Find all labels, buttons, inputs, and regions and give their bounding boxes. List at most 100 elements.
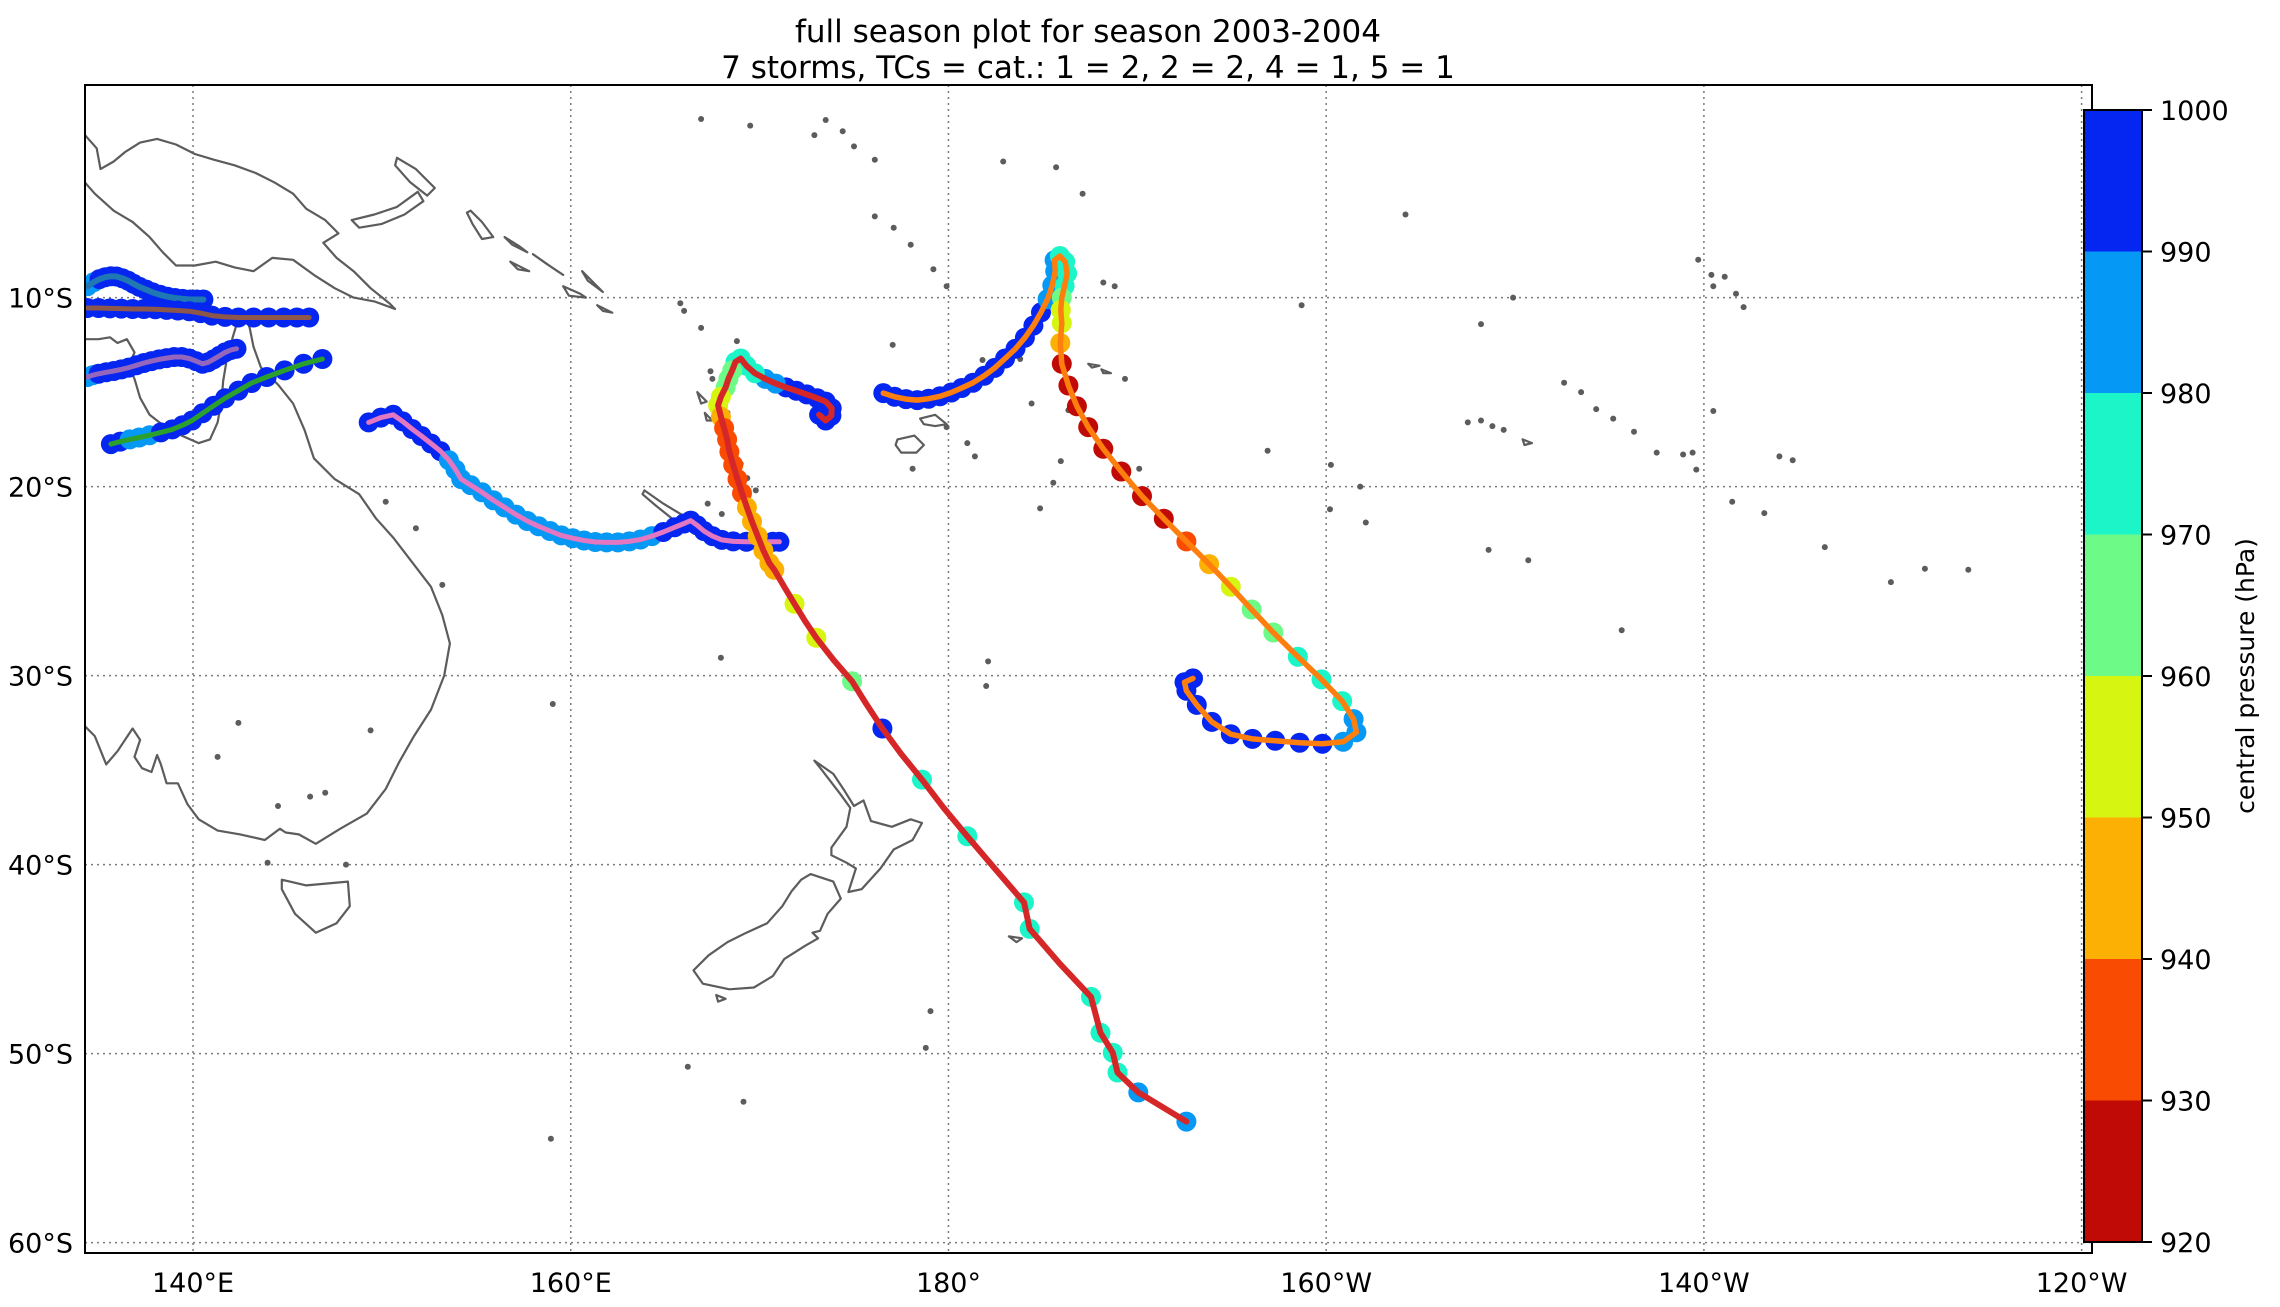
island-speck	[909, 465, 916, 472]
island-speck	[1122, 375, 1128, 382]
island-speck	[684, 1063, 691, 1070]
island-speck	[983, 683, 990, 689]
island-speck	[214, 753, 221, 760]
colorbar-tick-label: 1000	[2160, 96, 2229, 127]
storm-track-line	[85, 273, 207, 303]
island-speck	[1136, 465, 1143, 472]
y-tick-label: 30°S	[8, 662, 73, 693]
coastline	[1521, 438, 1534, 447]
island-speck	[1478, 321, 1484, 328]
island-speck	[707, 368, 714, 375]
y-tick-label: 60°S	[8, 1229, 73, 1260]
island-speck	[1037, 505, 1044, 512]
island-speck	[1578, 389, 1585, 396]
island-speck	[698, 116, 705, 122]
island-speck	[1733, 290, 1739, 297]
plot-subtitle: 7 storms, TCs = cat.: 1 = 2, 2 = 2, 4 = …	[721, 50, 1455, 86]
island-speck	[1525, 557, 1532, 564]
island-speck	[1631, 428, 1637, 435]
colorbar-bin	[2084, 534, 2142, 677]
island-speck	[943, 283, 950, 290]
island-speck	[1887, 579, 1894, 586]
island-speck	[1921, 565, 1928, 572]
y-tick-label: 10°S	[8, 284, 73, 315]
island-speck	[718, 511, 725, 517]
coastline	[85, 311, 451, 845]
island-speck	[1593, 406, 1600, 413]
storm-track-line	[85, 305, 312, 320]
coastline	[696, 391, 708, 405]
storm-track-3	[85, 338, 247, 387]
island-speck	[1653, 449, 1660, 456]
island-speck	[1721, 273, 1728, 280]
island-speck	[1050, 479, 1057, 486]
island-speck	[927, 1008, 934, 1015]
island-speck	[1500, 426, 1507, 433]
island-speck	[1079, 190, 1086, 197]
island-speck	[677, 300, 684, 307]
island-speck	[547, 1135, 554, 1142]
island-speck	[1057, 458, 1064, 465]
storm-track-7	[708, 348, 1197, 1132]
storm-track-4	[100, 349, 333, 455]
island-speck	[1000, 158, 1007, 165]
island-speck	[890, 224, 897, 231]
y-tick-label: 50°S	[8, 1040, 73, 1071]
coastline	[703, 411, 714, 422]
coastline	[1007, 935, 1024, 944]
island-speck	[1729, 498, 1736, 505]
island-speck	[964, 440, 971, 447]
coastline	[465, 209, 495, 241]
storm-track-line	[880, 253, 1360, 747]
colorbar-axis-label: central pressure (hPa)	[2231, 538, 2260, 814]
colorbar-bin	[2084, 817, 2142, 960]
island-speck	[1689, 449, 1696, 456]
island-speck	[839, 128, 846, 135]
x-tick-label: 160°W	[1280, 1268, 1372, 1299]
y-tick-label: 40°S	[8, 851, 73, 882]
plot-title: full season plot for season 2003-2004	[795, 14, 1381, 50]
island-speck	[1298, 302, 1305, 309]
coastline	[280, 878, 351, 934]
coastline	[85, 133, 397, 311]
y-tick-label: 20°S	[8, 473, 73, 504]
island-speck	[1821, 544, 1828, 551]
island-speck	[851, 143, 857, 150]
island-speck	[382, 498, 389, 505]
x-tick-label: 180°	[916, 1268, 981, 1299]
island-speck	[752, 487, 759, 494]
storm-track-2	[85, 298, 320, 328]
island-speck	[1776, 453, 1783, 460]
colorbar-bin	[2084, 1100, 2142, 1243]
island-speck	[367, 727, 374, 734]
coastline	[894, 434, 926, 454]
island-speck	[1965, 566, 1972, 573]
island-speck	[979, 357, 986, 363]
colorbar: 1000 990 980 970 960 950 940 930 920	[2083, 96, 2229, 1259]
island-speck	[740, 1098, 747, 1105]
island-speck	[1111, 283, 1118, 290]
coastline	[350, 190, 425, 229]
storm-track-line	[366, 412, 782, 545]
island-speck	[1489, 423, 1496, 430]
colorbar-bin	[2084, 251, 2142, 394]
island-speck	[343, 861, 349, 868]
island-speck	[1402, 211, 1409, 218]
island-speck	[1693, 466, 1700, 473]
island-speck	[1740, 304, 1747, 311]
island-speck	[549, 701, 556, 707]
colorbar-bin	[2084, 110, 2142, 253]
coastline	[918, 413, 948, 428]
coastline	[1087, 362, 1101, 369]
coastline	[692, 872, 842, 991]
island-speck	[985, 658, 992, 665]
island-speck	[1708, 271, 1715, 278]
island-speck	[871, 156, 878, 163]
island-speck	[322, 789, 329, 796]
island-speck	[1028, 400, 1035, 407]
x-tick-label: 140°E	[152, 1268, 234, 1299]
colorbar-tick-label: 970	[2160, 521, 2212, 552]
colorbar-bin	[2084, 959, 2142, 1102]
x-tick-label: 160°E	[530, 1268, 612, 1299]
